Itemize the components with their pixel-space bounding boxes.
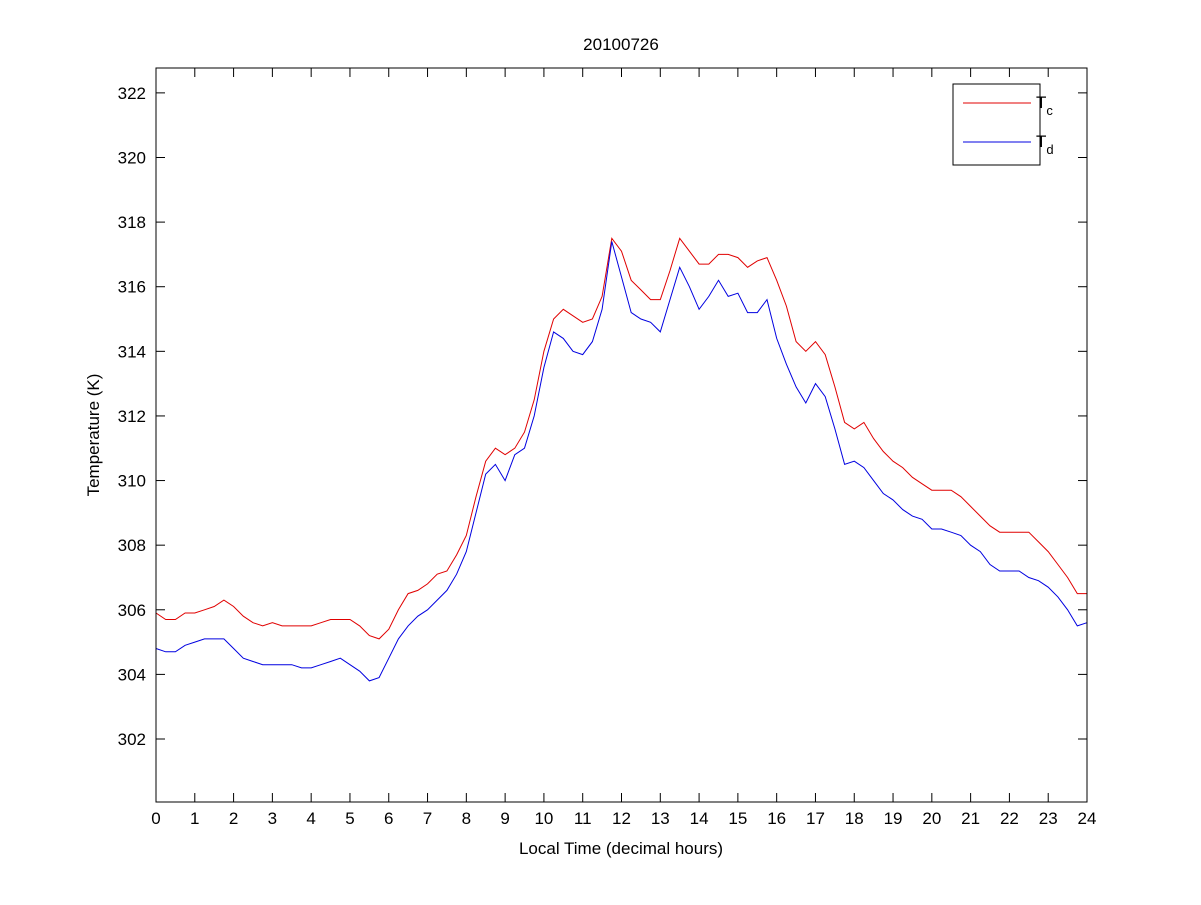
x-tick-label: 5	[345, 809, 354, 828]
x-axis-label: Local Time (decimal hours)	[519, 839, 723, 858]
x-tick-label: 21	[961, 809, 980, 828]
axis-ticks: 0 1 2 3 4 5 6 7 8 9 10 11 12 13 14 15 16 17 18 19 20 21 22 23 24…	[118, 68, 1097, 828]
legend-label-tc-sub: c	[1046, 103, 1053, 118]
x-tick-label: 24	[1078, 809, 1097, 828]
x-tick-label: 2	[229, 809, 238, 828]
x-tick-label: 10	[534, 809, 553, 828]
x-tick-label: 20	[922, 809, 941, 828]
plot-area-frame	[155, 67, 1088, 803]
y-tick-label: 304	[118, 665, 146, 684]
x-tick-label: 19	[884, 809, 903, 828]
x-tick-label: 15	[728, 809, 747, 828]
y-tick-label: 322	[118, 84, 146, 103]
x-tick-label: 11	[574, 809, 592, 828]
x-tick-label: 3	[268, 809, 277, 828]
y-tick-label: 302	[118, 730, 146, 749]
x-tick-label: 1	[190, 809, 199, 828]
x-tick-label: 23	[1039, 809, 1058, 828]
y-axis-label: Temperature (K)	[84, 374, 103, 497]
x-tick-label: 0	[151, 809, 160, 828]
chart-title: 20100726	[583, 35, 659, 54]
y-tick-label: 314	[118, 342, 146, 361]
y-tick-label: 320	[118, 148, 146, 167]
legend-label-td-main: T	[1036, 132, 1046, 151]
x-tick-label: 16	[767, 809, 786, 828]
legend-label-td: Td	[1036, 132, 1054, 157]
legend-label-tc-main: T	[1036, 93, 1046, 112]
x-tick-label: 6	[384, 809, 393, 828]
legend-label-tc: Tc	[1036, 93, 1053, 118]
x-tick-label: 13	[651, 809, 670, 828]
x-tick-label: 7	[423, 809, 432, 828]
x-tick-label: 18	[845, 809, 864, 828]
y-tick-label: 318	[118, 213, 146, 232]
x-tick-label: 22	[1000, 809, 1019, 828]
series-line-tc	[155, 237, 1087, 640]
x-tick-label: 14	[690, 809, 709, 828]
y-tick-label: 308	[118, 536, 146, 555]
series-line-td	[155, 241, 1088, 682]
y-tick-label: 306	[118, 601, 146, 620]
x-tick-label: 8	[462, 809, 471, 828]
series-layer	[155, 237, 1088, 682]
x-tick-label: 9	[500, 809, 509, 828]
legend-box	[952, 83, 1041, 166]
legend-label-td-sub: d	[1046, 142, 1053, 157]
legend: Tc Td	[952, 83, 1054, 166]
y-tick-label: 316	[118, 278, 146, 297]
y-tick-label: 312	[118, 407, 146, 426]
x-tick-label: 12	[612, 809, 631, 828]
x-tick-label: 17	[806, 809, 825, 828]
x-tick-label: 4	[306, 809, 315, 828]
y-tick-label: 310	[118, 472, 146, 491]
